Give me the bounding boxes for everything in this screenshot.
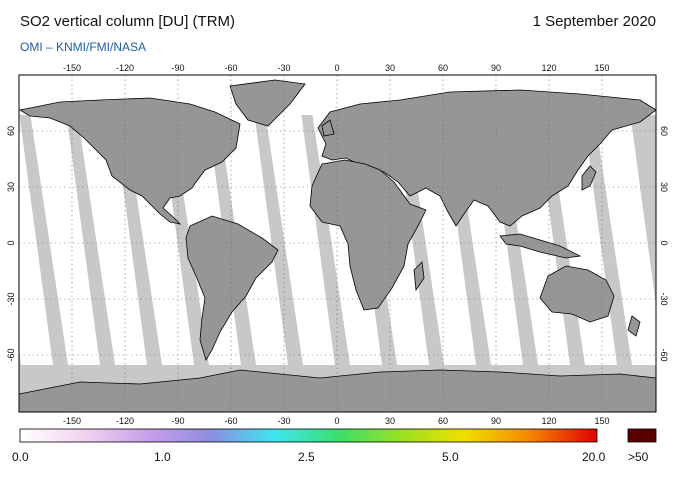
lon-tick-bottom: -150 bbox=[63, 416, 81, 426]
africa bbox=[309, 159, 427, 311]
lon-tick-top: 120 bbox=[541, 63, 556, 73]
swath bbox=[30, 112, 100, 365]
lat-tick-left: 0 bbox=[6, 240, 16, 245]
japan bbox=[581, 165, 597, 191]
lat-tick-right: -30 bbox=[659, 292, 669, 305]
lon-tick-top: -90 bbox=[171, 63, 184, 73]
swath bbox=[19, 112, 53, 365]
lat-labels-right: 60 30 0 -30 -60 bbox=[659, 126, 669, 362]
overflow-label: >50 bbox=[628, 450, 649, 464]
lat-tick-left: 60 bbox=[6, 126, 16, 136]
lat-tick-left: 30 bbox=[6, 182, 16, 192]
lon-tick-top: 30 bbox=[385, 63, 395, 73]
north-america bbox=[19, 97, 241, 225]
lon-tick-bottom: 90 bbox=[491, 416, 501, 426]
scale-label: 2.5 bbox=[298, 450, 315, 464]
lon-tick-top: 90 bbox=[491, 63, 501, 73]
lon-tick-bottom: 60 bbox=[438, 416, 448, 426]
greenland bbox=[229, 79, 306, 127]
australia bbox=[539, 265, 615, 323]
lon-tick-bottom: -60 bbox=[224, 416, 237, 426]
lon-tick-bottom: -90 bbox=[171, 416, 184, 426]
map-frame bbox=[18, 74, 657, 413]
map-date: 1 September 2020 bbox=[532, 13, 656, 30]
overflow-color-box bbox=[627, 428, 657, 443]
continents bbox=[19, 79, 656, 412]
scale-label: 20.0 bbox=[582, 450, 606, 464]
lat-tick-right: 60 bbox=[659, 126, 669, 136]
data-source-credit: OMI – KNMI/FMI/NASA bbox=[20, 40, 147, 54]
lat-tick-left: -60 bbox=[6, 348, 16, 361]
lon-tick-bottom: 120 bbox=[541, 416, 556, 426]
lon-tick-bottom: -30 bbox=[277, 416, 290, 426]
map-title: SO2 vertical column [DU] (TRM) bbox=[20, 13, 236, 30]
lon-tick-bottom: 150 bbox=[594, 416, 609, 426]
scale-label: 0.0 bbox=[12, 450, 29, 464]
lon-tick-top: 0 bbox=[334, 63, 339, 73]
new-zealand bbox=[627, 315, 641, 337]
south-america bbox=[185, 215, 279, 361]
scale-label: 1.0 bbox=[154, 450, 171, 464]
scale-label: 5.0 bbox=[442, 450, 459, 464]
lon-tick-bottom: 0 bbox=[334, 416, 339, 426]
swath bbox=[77, 112, 147, 365]
lat-tick-left: -30 bbox=[6, 292, 16, 305]
lon-labels-bottom: -150 -120 -90 -60 -30 0 30 60 90 120 150 bbox=[63, 416, 610, 426]
lon-tick-bottom: 30 bbox=[385, 416, 395, 426]
lat-tick-right: 30 bbox=[659, 182, 669, 192]
lon-tick-top: -150 bbox=[63, 63, 81, 73]
antarctica bbox=[19, 369, 656, 412]
lon-tick-bottom: -120 bbox=[116, 416, 134, 426]
uk-ireland bbox=[321, 119, 335, 137]
lon-labels-top: -150 -120 -90 -60 -30 0 30 60 90 120 150 bbox=[63, 63, 610, 73]
madagascar bbox=[413, 261, 425, 292]
so2-color-scale bbox=[19, 428, 598, 443]
lon-tick-top: -60 bbox=[224, 63, 237, 73]
lat-labels-left: 60 30 0 -30 -60 bbox=[6, 126, 16, 362]
maritime-continent bbox=[499, 233, 582, 259]
lon-tick-top: 150 bbox=[594, 63, 609, 73]
swath bbox=[265, 112, 335, 365]
lon-tick-top: -120 bbox=[116, 63, 134, 73]
lon-tick-top: 60 bbox=[438, 63, 448, 73]
lat-tick-right: 0 bbox=[659, 240, 669, 245]
swath bbox=[594, 112, 656, 365]
lon-tick-top: -30 bbox=[277, 63, 290, 73]
lat-tick-right: -60 bbox=[659, 348, 669, 361]
